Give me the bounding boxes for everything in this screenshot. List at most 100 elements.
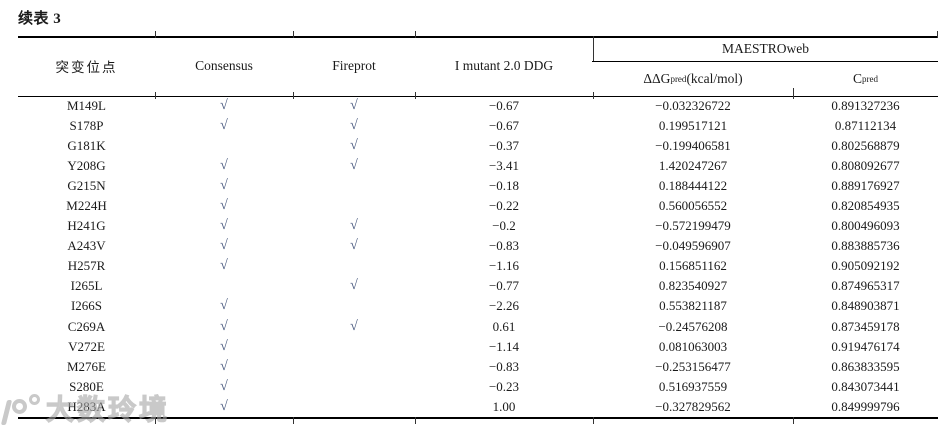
fireprot-check-cell (293, 296, 415, 316)
ddg-pred-cell: 0.560056552 (658, 198, 728, 214)
column-tick (293, 31, 294, 38)
fireprot-check-cell (293, 176, 415, 196)
header-fireprot: Fireprot (332, 58, 376, 73)
mutation-site-cell: I266S (70, 298, 103, 314)
cpred-symbol: C (852, 70, 862, 86)
fireprot-check-cell (293, 357, 415, 377)
ddg-subscript: pred (670, 73, 687, 84)
imutant-ddg-cell: −0.77 (488, 278, 520, 294)
consensus-check-cell: √ (220, 118, 228, 134)
ddg-pred-cell: 0.188444122 (658, 178, 728, 194)
mutation-site-cell: H257R (67, 258, 106, 274)
imutant-ddg-cell: −1.14 (488, 338, 520, 354)
fireprot-check-cell (293, 256, 415, 276)
ddg-pred-cell: 1.420247267 (658, 158, 728, 174)
fireprot-check-cell: √ (350, 218, 358, 234)
consensus-check-cell: √ (220, 338, 228, 354)
fireprot-check-cell (293, 397, 415, 417)
mutation-site-cell: H241G (67, 218, 106, 234)
mutation-site-cell: M276E (67, 358, 106, 374)
c-pred-cell: 0.800496093 (831, 218, 900, 234)
header-mutation-site: 突变位点 (55, 60, 118, 75)
column-tick (793, 417, 794, 424)
imutant-ddg-cell: −0.18 (488, 178, 520, 194)
consensus-check-cell: √ (220, 298, 228, 314)
column-tick (593, 417, 594, 424)
consensus-check-cell: √ (220, 198, 228, 214)
mutation-site-cell: Y208G (67, 158, 106, 174)
ddg-pred-cell: −0.049596907 (655, 238, 731, 254)
c-pred-cell: 0.843073441 (831, 378, 900, 394)
c-pred-cell: 0.808092677 (831, 158, 900, 174)
c-pred-cell: 0.87112134 (834, 118, 897, 134)
mutation-site-cell: G181K (67, 138, 106, 154)
consensus-check-cell: √ (220, 178, 228, 194)
header-ddg-pred: ΔΔG pred (kcal/mol) (593, 61, 793, 96)
ddg-pred-cell: −0.572199479 (655, 218, 731, 234)
fireprot-check-cell: √ (350, 98, 358, 114)
c-pred-cell: 0.889176927 (831, 178, 900, 194)
fireprot-check-cell: √ (350, 278, 358, 294)
table-bottom-rule (18, 417, 938, 419)
consensus-check-cell: √ (220, 318, 228, 334)
table-body: M149L √ √ −0.67 −0.032326722 0.891327236… (18, 96, 938, 417)
c-pred-cell: 0.905092192 (831, 258, 900, 274)
imutant-ddg-cell: −0.67 (488, 118, 520, 134)
column-tick (155, 417, 156, 424)
ddg-pred-cell: −0.199406581 (655, 138, 731, 154)
ddg-unit: (kcal/mol) (686, 70, 743, 86)
column-tick (415, 417, 416, 424)
c-pred-cell: 0.863833595 (831, 358, 900, 374)
consensus-check-cell: √ (220, 238, 228, 254)
c-pred-cell: 0.802568879 (831, 138, 900, 154)
ddg-pred-cell: −0.032326722 (655, 98, 731, 114)
mutation-site-cell: V272E (68, 338, 105, 354)
column-tick (593, 92, 594, 99)
imutant-ddg-cell: −0.2 (492, 218, 516, 234)
cpred-subscript: pred (862, 73, 878, 84)
column-tick (415, 92, 416, 99)
mutation-site-cell: M224H (66, 198, 107, 214)
c-pred-cell: 0.848903871 (831, 298, 900, 314)
consensus-check-cell (155, 136, 293, 156)
consensus-check-cell: √ (220, 158, 228, 174)
fireprot-check-cell: √ (350, 158, 358, 174)
c-pred-cell: 0.919476174 (831, 338, 900, 354)
consensus-check-cell: √ (220, 218, 228, 234)
maestro-group-rule (592, 61, 938, 62)
consensus-check-cell: √ (220, 358, 228, 374)
consensus-check-cell: √ (220, 98, 228, 114)
c-pred-cell: 0.820854935 (831, 198, 900, 214)
fireprot-check-cell: √ (350, 318, 358, 334)
imutant-ddg-cell: −0.22 (488, 198, 520, 214)
fireprot-check-cell: √ (350, 138, 358, 154)
mutation-site-cell: C269A (67, 318, 106, 334)
column-tick (793, 88, 794, 99)
table-top-rule (18, 36, 938, 38)
imutant-ddg-cell: 0.61 (492, 318, 516, 334)
c-pred-cell: 0.883885736 (831, 238, 900, 254)
imutant-ddg-cell: −0.83 (488, 238, 520, 254)
table-header: 突变位点 Consensus Fireprot I mutant 2.0 DDG… (18, 36, 938, 96)
consensus-check-cell: √ (220, 258, 228, 274)
column-tick (593, 36, 594, 61)
column-tick (155, 92, 156, 99)
ddg-pred-cell: 0.516937559 (658, 378, 728, 394)
consensus-check-cell: √ (220, 378, 228, 394)
imutant-ddg-cell: −2.26 (488, 298, 520, 314)
mutation-site-cell: A243V (67, 238, 106, 254)
header-maestroweb-group: MAESTROweb (722, 40, 809, 56)
fireprot-check-cell (293, 196, 415, 216)
c-pred-cell: 0.849999796 (831, 398, 900, 414)
imutant-ddg-cell: −0.83 (488, 358, 520, 374)
fireprot-check-cell (293, 337, 415, 357)
ddg-pred-cell: 0.081063003 (658, 338, 728, 354)
mutation-site-cell: I265L (70, 278, 103, 294)
imutant-ddg-cell: −3.41 (488, 158, 520, 174)
c-pred-cell: 0.874965317 (831, 278, 900, 294)
mutation-site-cell: M149L (67, 98, 106, 114)
ddg-pred-cell: 0.823540927 (658, 278, 728, 294)
fireprot-check-cell: √ (350, 238, 358, 254)
table-title: 续表 3 (18, 11, 62, 27)
